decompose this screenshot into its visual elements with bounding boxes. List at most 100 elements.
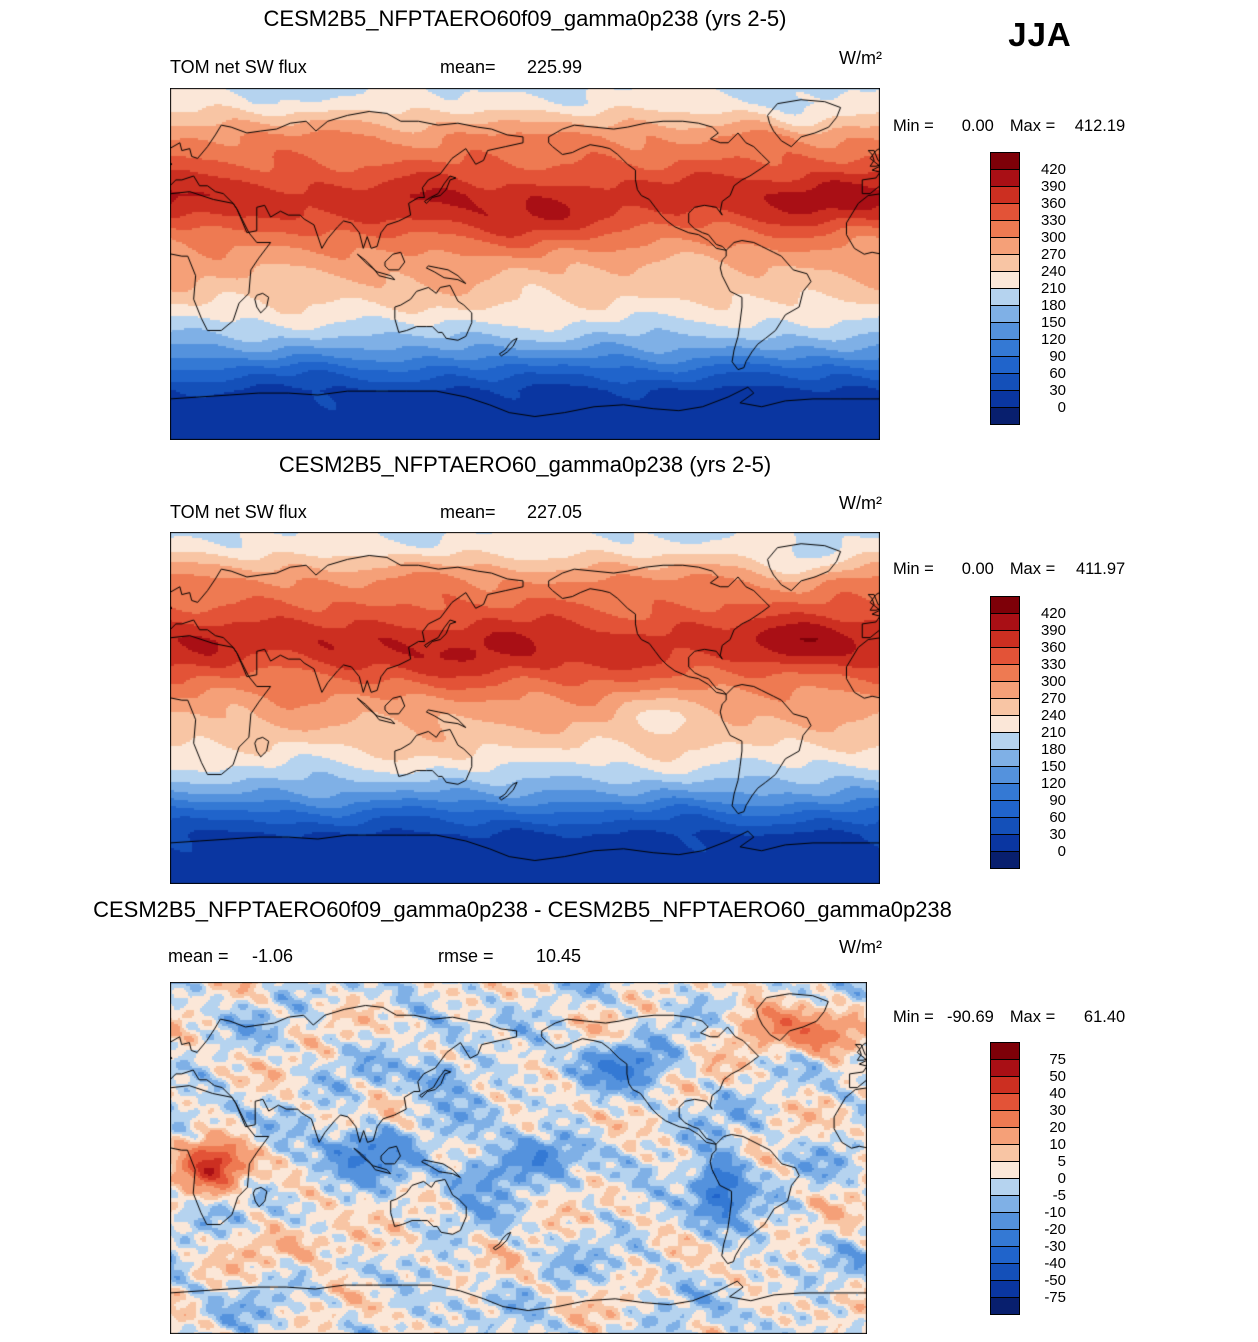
panel2-unit: W/m² bbox=[839, 493, 882, 513]
colorbar-box bbox=[990, 596, 1020, 614]
colorbar-box bbox=[990, 613, 1020, 631]
colorbar-box bbox=[990, 373, 1020, 391]
panel3-title: CESM2B5_NFPTAERO60f09_gamma0p238 - CESM2… bbox=[93, 897, 952, 922]
colorbar-tick-label: 150 bbox=[1040, 758, 1066, 775]
colorbar-tick-label: -10 bbox=[1044, 1204, 1066, 1221]
colorbar-box bbox=[990, 322, 1020, 340]
colorbar-box bbox=[990, 681, 1020, 699]
colorbar-tick-label: 0 bbox=[1057, 1170, 1066, 1187]
colorbar-box bbox=[990, 647, 1020, 665]
colorbar-box bbox=[990, 1229, 1020, 1247]
map-canvas-model1 bbox=[170, 88, 880, 440]
panel1-mean-label: mean= bbox=[440, 57, 496, 77]
colorbar-box bbox=[990, 1280, 1020, 1298]
colorbar-tick-label: 0 bbox=[1057, 399, 1066, 416]
colorbar-box bbox=[990, 186, 1020, 204]
colorbar-tick-label: 300 bbox=[1040, 229, 1066, 246]
map-canvas-difference bbox=[170, 982, 867, 1334]
colorbar-box bbox=[990, 237, 1020, 255]
colorbar-tick-label: 50 bbox=[1049, 1068, 1066, 1085]
colorbar-tick-label: 30 bbox=[1049, 1102, 1066, 1119]
panel1-unit: W/m² bbox=[839, 48, 882, 68]
colorbar-box bbox=[990, 390, 1020, 408]
colorbar-box bbox=[990, 1246, 1020, 1264]
colorbar-tick-label: -75 bbox=[1044, 1289, 1066, 1306]
map-canvas-model2 bbox=[170, 532, 880, 884]
panel2-min-label: Min = bbox=[893, 560, 934, 578]
colorbar-box bbox=[990, 749, 1020, 767]
colorbar-tick-label: 360 bbox=[1040, 639, 1066, 656]
colorbar-tick-label: 210 bbox=[1040, 724, 1066, 741]
colorbar-tick-label: -20 bbox=[1044, 1221, 1066, 1238]
colorbar-box bbox=[990, 271, 1020, 289]
colorbar-tick-label: 90 bbox=[1049, 792, 1066, 809]
colorbar-tick-label: 0 bbox=[1057, 843, 1066, 860]
colorbar-box bbox=[990, 1093, 1020, 1111]
panel2-minmax: Min = 0.00 Max = 411.97 bbox=[893, 560, 1125, 579]
panel3-minmax: Min = -90.69 Max = 61.40 bbox=[893, 1008, 1125, 1027]
panel3-mean-value: -1.06 bbox=[252, 946, 294, 966]
colorbar-box bbox=[990, 305, 1020, 323]
colorbar-box bbox=[990, 1076, 1020, 1094]
colorbar-tick-label: 30 bbox=[1049, 382, 1066, 399]
colorbar-tick-label: 390 bbox=[1040, 178, 1066, 195]
panel3-max-value: 61.40 bbox=[1083, 1008, 1126, 1026]
colorbar-model2: 420 390 360 330 300 270 240 210 180 150 120 90 60 30 0 bbox=[990, 596, 1066, 869]
panel3-unit: W/m² bbox=[839, 937, 882, 957]
colorbar-box bbox=[990, 1297, 1020, 1315]
colorbar-tick-label: 150 bbox=[1040, 314, 1066, 331]
panel2-mean-label: mean= bbox=[440, 502, 496, 522]
colorbar-tick-label: 60 bbox=[1049, 809, 1066, 826]
panel1-title: CESM2B5_NFPTAERO60f09_gamma0p238 (yrs 2-… bbox=[263, 6, 787, 31]
colorbar-box bbox=[990, 664, 1020, 682]
colorbar-box bbox=[990, 1178, 1020, 1196]
colorbar-tick-label: 390 bbox=[1040, 622, 1066, 639]
colorbar-box bbox=[990, 1127, 1020, 1145]
colorbar-tick-label: 180 bbox=[1040, 297, 1066, 314]
colorbar-box bbox=[990, 817, 1020, 835]
colorbar-box bbox=[990, 169, 1020, 187]
colorbar-box bbox=[990, 1212, 1020, 1230]
colorbar-tick-label: 5 bbox=[1057, 1153, 1066, 1170]
colorbar-tick-label: 330 bbox=[1040, 656, 1066, 673]
panel1-field-label: TOM net SW flux bbox=[170, 57, 307, 77]
colorbar-box bbox=[990, 715, 1020, 733]
panel1-max-value: 412.19 bbox=[1074, 117, 1126, 135]
season-label: JJA bbox=[1008, 16, 1072, 53]
colorbar-tick-label: 300 bbox=[1040, 673, 1066, 690]
colorbar-tick-label: -50 bbox=[1044, 1272, 1066, 1289]
colorbar-box bbox=[990, 800, 1020, 818]
colorbar-tick-label: 180 bbox=[1040, 741, 1066, 758]
panel1-minmax: Min = 0.00 Max = 412.19 bbox=[893, 117, 1125, 136]
colorbar-tick-label: 90 bbox=[1049, 348, 1066, 365]
panel1-mean-value: 225.99 bbox=[527, 57, 583, 77]
panel1-max-label: Max = bbox=[1009, 117, 1056, 135]
colorbar-tick-label: 270 bbox=[1040, 690, 1066, 707]
colorbar-box bbox=[990, 1144, 1020, 1162]
panel2-max-label: Max = bbox=[1009, 560, 1056, 578]
panel3-max-label: Max = bbox=[1009, 1008, 1056, 1026]
colorbar-box bbox=[990, 732, 1020, 750]
colorbar-tick-label: 30 bbox=[1049, 826, 1066, 843]
colorbar-box bbox=[990, 834, 1020, 852]
colorbar-box bbox=[990, 254, 1020, 272]
colorbar-tick-label: 120 bbox=[1040, 775, 1066, 792]
colorbar-box bbox=[990, 152, 1020, 170]
panel2-field-label: TOM net SW flux bbox=[170, 502, 307, 522]
colorbar-box bbox=[990, 1059, 1020, 1077]
colorbar-box bbox=[990, 220, 1020, 238]
colorbar-box bbox=[990, 851, 1020, 869]
colorbar-tick-label: -40 bbox=[1044, 1255, 1066, 1272]
colorbar-tick-label: 210 bbox=[1040, 280, 1066, 297]
panel1-min-label: Min = bbox=[893, 117, 934, 135]
colorbar-box bbox=[990, 1042, 1020, 1060]
panel3-min-label: Min = bbox=[893, 1008, 934, 1026]
panel3-rmse-label: rmse = bbox=[438, 946, 494, 966]
colorbar-tick-label: 20 bbox=[1049, 1119, 1066, 1136]
colorbar-box bbox=[990, 1263, 1020, 1281]
colorbar-tick-label: 75 bbox=[1049, 1051, 1066, 1068]
colorbar-tick-label: 270 bbox=[1040, 246, 1066, 263]
colorbar-box bbox=[990, 1195, 1020, 1213]
colorbar-tick-label: 240 bbox=[1040, 263, 1066, 280]
